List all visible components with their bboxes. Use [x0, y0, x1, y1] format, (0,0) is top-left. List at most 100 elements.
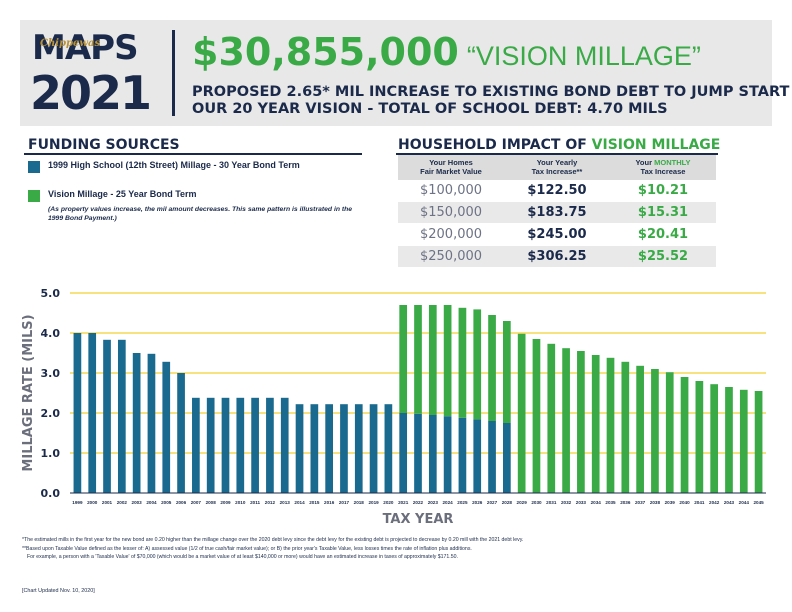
- bar-1999-millage: [73, 333, 82, 493]
- monthly-increase: $10.21: [637, 183, 689, 198]
- bar-vision-millage: [399, 305, 408, 413]
- maps-logo: MAPS Chippewas 2021: [26, 26, 166, 122]
- x-tick-label: 2037: [635, 500, 646, 505]
- bar-1999-millage: [488, 421, 496, 493]
- x-tick-label: 2008: [206, 500, 217, 505]
- monthly-increase: $20.41: [637, 227, 689, 242]
- table-row: $150,000 $183.75 $15.31: [398, 202, 716, 223]
- x-tick-label: 2043: [724, 500, 735, 505]
- footnotes: *The estimated mills in the first year f…: [22, 537, 762, 563]
- monthly-increase: $15.31: [637, 205, 689, 220]
- bar-1999-millage: [132, 353, 141, 493]
- x-tick-label: 2006: [176, 500, 187, 505]
- y-tick-label: 1.0: [41, 447, 61, 460]
- bar-vision-millage: [621, 361, 630, 493]
- yearly-increase: $245.00: [527, 227, 587, 242]
- x-tick-label: 2019: [368, 500, 379, 505]
- bar-1999-millage: [503, 423, 511, 493]
- bar-vision-millage: [680, 377, 689, 493]
- x-tick-label: 2010: [235, 500, 246, 505]
- footnote-2: **Based upon Taxable Value defined as th…: [22, 545, 472, 552]
- bar-1999-millage: [280, 397, 289, 493]
- col-yearly-line1: Your Yearly: [536, 158, 578, 167]
- legend-swatch-green: [28, 190, 40, 202]
- x-tick-label: 2018: [354, 500, 365, 505]
- bar-vision-millage: [725, 387, 733, 493]
- bar-vision-millage: [562, 348, 570, 493]
- chart-updated-note: [Chart Updated Nov. 10, 2020]: [22, 588, 95, 594]
- footnote-1: *The estimated mills in the first year f…: [22, 537, 524, 543]
- bar-1999-millage: [399, 413, 408, 493]
- bar-1999-millage: [236, 397, 245, 493]
- col-home-line2: Fair Market Value: [420, 167, 482, 176]
- bar-vision-millage: [488, 315, 496, 421]
- bar-vision-millage: [591, 355, 600, 493]
- x-tick-label: 2024: [442, 500, 453, 505]
- x-tick-label: 2020: [383, 500, 394, 505]
- bar-1999-millage: [354, 404, 363, 493]
- x-tick-label: 2033: [576, 500, 587, 505]
- millage-title: “VISION MILLAGE”: [466, 41, 701, 71]
- yearly-increase: $122.50: [527, 183, 587, 198]
- yearly-increase: $306.25: [527, 249, 587, 264]
- bar-vision-millage: [695, 381, 704, 493]
- x-tick-label: 2038: [650, 500, 661, 505]
- x-tick-label: 2030: [531, 500, 542, 505]
- legend-note: (As property values increase, the mil am…: [48, 206, 353, 222]
- x-tick-label: 2009: [220, 500, 231, 505]
- funding-sources-title: FUNDING SOURCES: [28, 137, 180, 153]
- x-tick-label: 2040: [679, 500, 690, 505]
- bar-1999-millage: [251, 397, 259, 493]
- subhead-line-2: OUR 20 YEAR VISION - TOTAL OF SCHOOL DEB…: [192, 101, 668, 117]
- bar-vision-millage: [739, 389, 748, 493]
- impact-table: Your Homes Fair Market Value Your Yearly…: [398, 155, 716, 268]
- bar-1999-millage: [117, 339, 126, 493]
- home-value: $100,000: [419, 183, 483, 198]
- table-row: $100,000 $122.50 $10.21: [398, 180, 716, 201]
- bar-1999-millage: [340, 404, 348, 493]
- x-tick-label: 2002: [117, 500, 128, 505]
- bar-vision-millage: [754, 391, 763, 493]
- col-yearly-line2: Tax Increase**: [531, 167, 583, 176]
- legend-label-vision: Vision Millage - 25 Year Bond Term: [48, 189, 197, 199]
- impact-title-prefix: HOUSEHOLD IMPACT OF: [398, 137, 592, 153]
- bar-1999-millage: [428, 415, 437, 493]
- bar-vision-millage: [503, 321, 511, 423]
- col-monthly-prefix: Your: [635, 158, 655, 167]
- subhead-line-1: PROPOSED 2.65* MIL INCREASE TO EXISTING …: [192, 84, 790, 100]
- household-impact-title: HOUSEHOLD IMPACT OF VISION MILLAGE: [398, 137, 720, 153]
- x-tick-label: 2012: [265, 500, 276, 505]
- legend-item-vision: Vision Millage - 25 Year Bond Term: [28, 189, 197, 202]
- col-home-header: Your Homes Fair Market Value: [398, 155, 504, 180]
- bar-1999-millage: [369, 404, 378, 493]
- x-tick-label: 2042: [709, 500, 720, 505]
- x-tick-label: 2025: [457, 500, 468, 505]
- bar-vision-millage: [414, 305, 422, 414]
- x-tick-label: 2017: [339, 500, 350, 505]
- monthly-increase: $25.52: [637, 249, 689, 264]
- footnote-3: For example, a person with a 'Taxable Va…: [27, 554, 458, 560]
- bar-1999-millage: [325, 404, 333, 493]
- bar-vision-millage: [443, 305, 452, 417]
- table-row: $250,000 $306.25 $25.52: [398, 246, 716, 267]
- home-value: $200,000: [419, 227, 483, 242]
- table-row: $200,000 $245.00 $20.41: [398, 224, 716, 245]
- bar-vision-millage: [577, 351, 585, 493]
- x-tick-label: 2015: [309, 500, 320, 505]
- x-tick-label: 2000: [87, 500, 98, 505]
- bar-vision-millage: [517, 333, 526, 493]
- x-tick-label: 2001: [102, 500, 113, 505]
- bar-vision-millage: [636, 365, 644, 493]
- x-tick-label: 2021: [398, 500, 409, 505]
- bar-vision-millage: [547, 343, 556, 493]
- impact-table-header: Your Homes Fair Market Value Your Yearly…: [398, 155, 716, 180]
- bar-vision-millage: [606, 357, 615, 493]
- legend-item-1999: 1999 High School (12th Street) Millage -…: [28, 160, 300, 173]
- bar-1999-millage: [443, 416, 452, 493]
- x-tick-label: 2014: [294, 500, 305, 505]
- subheadline: PROPOSED 2.65* MIL INCREASE TO EXISTING …: [192, 84, 789, 118]
- yearly-increase: $183.75: [527, 205, 587, 220]
- bar-vision-millage: [473, 309, 482, 420]
- x-tick-label: 2029: [517, 500, 528, 505]
